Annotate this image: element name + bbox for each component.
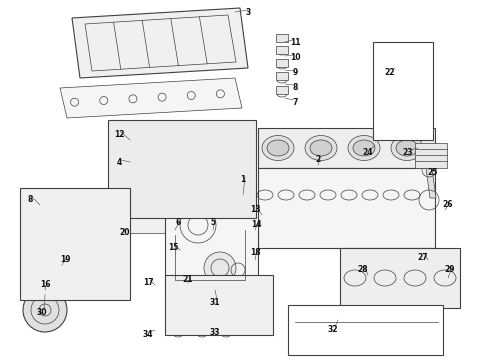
Text: 9: 9	[293, 68, 297, 77]
Bar	[373, 42, 433, 140]
Polygon shape	[108, 218, 256, 233]
Circle shape	[181, 286, 209, 314]
Text: 11: 11	[290, 38, 300, 47]
Polygon shape	[72, 8, 248, 78]
Polygon shape	[295, 310, 438, 350]
Text: 6: 6	[175, 218, 181, 227]
Text: 16: 16	[40, 280, 50, 289]
Text: 8: 8	[293, 83, 298, 92]
Circle shape	[105, 218, 125, 238]
Circle shape	[74, 201, 102, 229]
Text: 12: 12	[114, 130, 124, 139]
Polygon shape	[60, 78, 242, 118]
Text: 33: 33	[210, 328, 220, 337]
Polygon shape	[340, 248, 460, 308]
Bar	[276, 34, 288, 42]
Text: 17: 17	[143, 278, 153, 287]
Text: 15: 15	[168, 243, 178, 252]
Circle shape	[204, 252, 236, 284]
Text: 8: 8	[27, 195, 33, 204]
Text: 1: 1	[241, 175, 245, 184]
Bar	[276, 86, 288, 94]
Ellipse shape	[396, 140, 418, 156]
Ellipse shape	[262, 135, 294, 161]
Polygon shape	[426, 168, 436, 198]
Bar	[288, 305, 443, 355]
Ellipse shape	[348, 135, 380, 161]
Text: 3: 3	[245, 8, 250, 17]
Text: 21: 21	[183, 275, 193, 284]
Bar	[415, 143, 447, 168]
Circle shape	[27, 212, 83, 268]
Text: 19: 19	[60, 255, 70, 264]
Text: 25: 25	[428, 168, 438, 177]
Ellipse shape	[353, 140, 375, 156]
Ellipse shape	[305, 135, 337, 161]
Text: 34: 34	[143, 330, 153, 339]
Text: 31: 31	[210, 298, 220, 307]
Circle shape	[208, 290, 232, 314]
Text: 14: 14	[251, 220, 261, 229]
Polygon shape	[258, 168, 435, 248]
Circle shape	[357, 337, 373, 353]
Circle shape	[23, 288, 67, 332]
Text: 28: 28	[358, 265, 368, 274]
Text: 23: 23	[403, 148, 413, 157]
Ellipse shape	[391, 135, 423, 161]
Text: 22: 22	[385, 68, 395, 77]
Text: 26: 26	[443, 200, 453, 209]
Text: 20: 20	[120, 228, 130, 237]
Bar	[276, 59, 288, 67]
Bar	[165, 275, 273, 335]
Text: 27: 27	[417, 253, 428, 262]
Polygon shape	[258, 128, 435, 168]
Text: 10: 10	[290, 53, 300, 62]
Polygon shape	[165, 205, 258, 290]
Text: 4: 4	[117, 158, 122, 167]
Ellipse shape	[267, 140, 289, 156]
Text: 32: 32	[328, 325, 338, 334]
Ellipse shape	[310, 140, 332, 156]
Text: 18: 18	[250, 248, 260, 257]
Text: 30: 30	[37, 308, 47, 317]
Text: 5: 5	[210, 218, 216, 227]
Bar	[20, 188, 130, 300]
Bar	[108, 120, 256, 218]
Text: 24: 24	[363, 148, 373, 157]
Bar	[276, 46, 288, 54]
Text: 13: 13	[250, 205, 260, 214]
Bar	[276, 72, 288, 80]
Text: 7: 7	[293, 98, 298, 107]
Text: 2: 2	[316, 155, 320, 164]
Text: 29: 29	[445, 265, 455, 274]
